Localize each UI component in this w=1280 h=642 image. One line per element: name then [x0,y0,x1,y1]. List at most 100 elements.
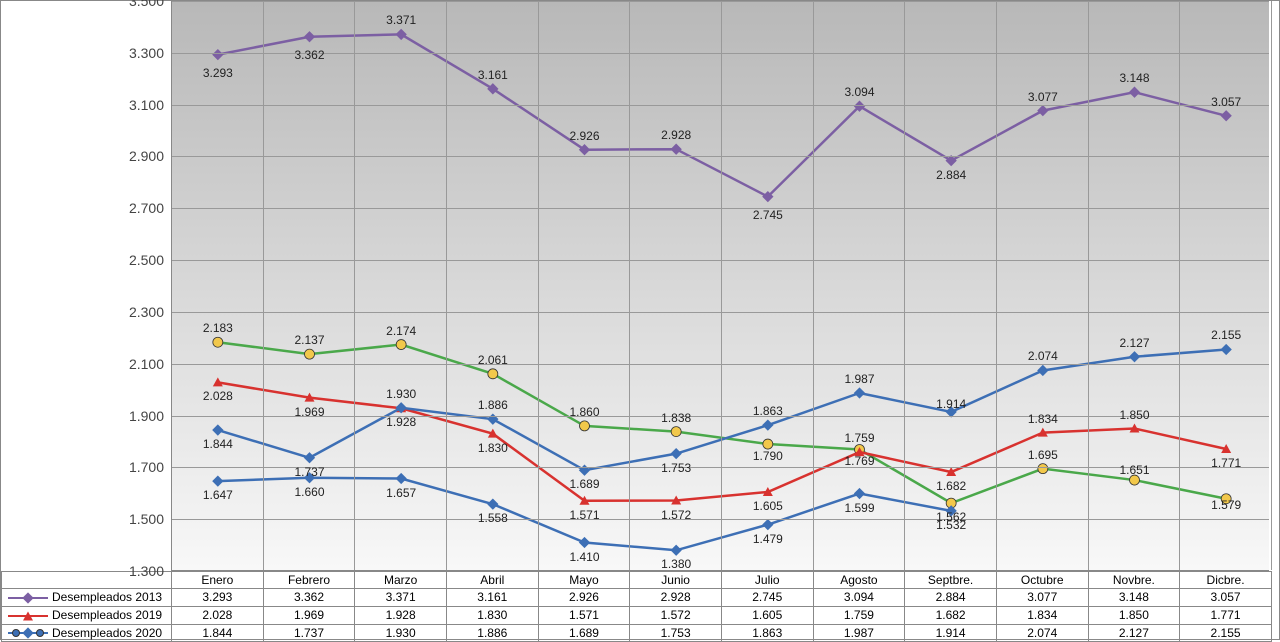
table-row: Desempleados 20201.8441.7371.9301.8861.6… [2,624,1272,642]
data-label: 1.599 [844,501,874,515]
month-header: Novbre. [1088,572,1180,589]
data-label: 3.148 [1119,71,1149,85]
y-axis-label: 3.300 [104,45,164,61]
data-label: 1.380 [661,557,691,571]
data-label: 1.928 [386,415,416,429]
data-cell: 2.745 [721,589,813,607]
legend-marker [8,609,48,623]
data-label: 1.571 [569,508,599,522]
x-column [630,1,722,570]
data-cell: 1.987 [813,624,905,642]
data-label: 1.844 [203,437,233,451]
data-label: 1.605 [753,499,783,513]
data-label: 1.860 [569,405,599,419]
data-cell: 1.753 [630,624,722,642]
y-axis-label: 3.100 [104,97,164,113]
data-label: 2.028 [203,389,233,403]
data-label: 1.657 [386,486,416,500]
y-axis-label: 1.500 [104,511,164,527]
data-label: 1.689 [569,477,599,491]
y-axis-label: 2.300 [104,304,164,320]
month-header: Marzo [355,572,447,589]
data-label: 3.293 [203,66,233,80]
y-axis-label: 1.300 [104,563,164,579]
data-label: 2.183 [203,321,233,335]
data-label: 2.061 [478,353,508,367]
data-cell: 1.863 [721,624,813,642]
x-column [1180,1,1272,570]
data-label: 2.884 [936,168,966,182]
data-cell: 1.572 [630,606,722,624]
data-label: 2.174 [386,324,416,338]
plot-area: 3.2933.3623.3713.1612.9262.9282.7453.094… [171,1,1269,571]
data-label: 2.928 [661,128,691,142]
legend-marker [8,626,48,640]
data-label: 1.930 [386,387,416,401]
data-table-body: Desempleados 20133.2933.3623.3713.1612.9… [2,589,1272,642]
data-label: 1.410 [569,550,599,564]
data-label: 1.838 [661,411,691,425]
unemployment-line-chart: 3.2933.3623.3713.1612.9262.9282.7453.094… [0,0,1280,640]
data-cell: 3.161 [446,589,538,607]
data-label: 1.695 [1028,448,1058,462]
data-cell: 1.682 [905,606,997,624]
data-label: 1.987 [844,372,874,386]
y-axis-label: 2.100 [104,356,164,372]
data-label: 1.830 [478,441,508,455]
data-cell: 1.914 [905,624,997,642]
y-axis-label: 3.500 [104,0,164,9]
data-cell: 3.057 [1180,589,1272,607]
month-header: Enero [172,572,264,589]
data-label: 1.759 [844,431,874,445]
data-label: 3.362 [294,48,324,62]
data-cell: 1.689 [538,624,630,642]
data-label: 1.737 [294,465,324,479]
data-label: 1.558 [478,511,508,525]
data-cell: 2.926 [538,589,630,607]
x-column [722,1,814,570]
data-cell: 1.571 [538,606,630,624]
data-cell: 1.969 [263,606,355,624]
data-label: 1.651 [1119,463,1149,477]
data-cell: 3.094 [813,589,905,607]
data-cell: 2.028 [172,606,264,624]
month-header: Agosto [813,572,905,589]
data-label: 2.127 [1119,336,1149,350]
month-header: Abril [446,572,538,589]
legend-label: Desempleados 2020 [52,626,162,640]
legend-cell-s2013: Desempleados 2013 [2,589,172,607]
data-label: 2.155 [1211,328,1241,342]
data-label: 3.057 [1211,95,1241,109]
data-cell: 2.074 [996,624,1088,642]
x-column [1089,1,1181,570]
y-axis-label: 2.700 [104,200,164,216]
month-header: Febrero [263,572,355,589]
data-label: 1.682 [936,479,966,493]
data-cell: 3.077 [996,589,1088,607]
data-cell: 1.886 [446,624,538,642]
y-axis-label: 2.900 [104,148,164,164]
data-label: 1.790 [753,449,783,463]
table-header-row: EneroFebreroMarzoAbrilMayoJunioJulioAgos… [2,572,1272,589]
data-cell: 2.928 [630,589,722,607]
month-header: Septbre. [905,572,997,589]
y-axis-label: 2.500 [104,252,164,268]
data-label: 1.886 [478,398,508,412]
data-cell: 1.759 [813,606,905,624]
data-label: 3.077 [1028,90,1058,104]
table-row: Desempleados 20192.0281.9691.9281.8301.5… [2,606,1272,624]
data-label: 1.914 [936,397,966,411]
data-label: 2.137 [294,333,324,347]
month-header: Dicbre. [1180,572,1272,589]
x-column [447,1,539,570]
month-header: Octubre [996,572,1088,589]
data-label: 2.745 [753,208,783,222]
data-cell: 1.834 [996,606,1088,624]
month-header: Julio [721,572,813,589]
legend-label: Desempleados 2019 [52,608,162,622]
data-label: 1.969 [294,405,324,419]
data-cell: 1.737 [263,624,355,642]
legend-cell-s2020: Desempleados 2020 [2,624,172,642]
data-label: 1.479 [753,532,783,546]
data-label: 1.771 [1211,456,1241,470]
